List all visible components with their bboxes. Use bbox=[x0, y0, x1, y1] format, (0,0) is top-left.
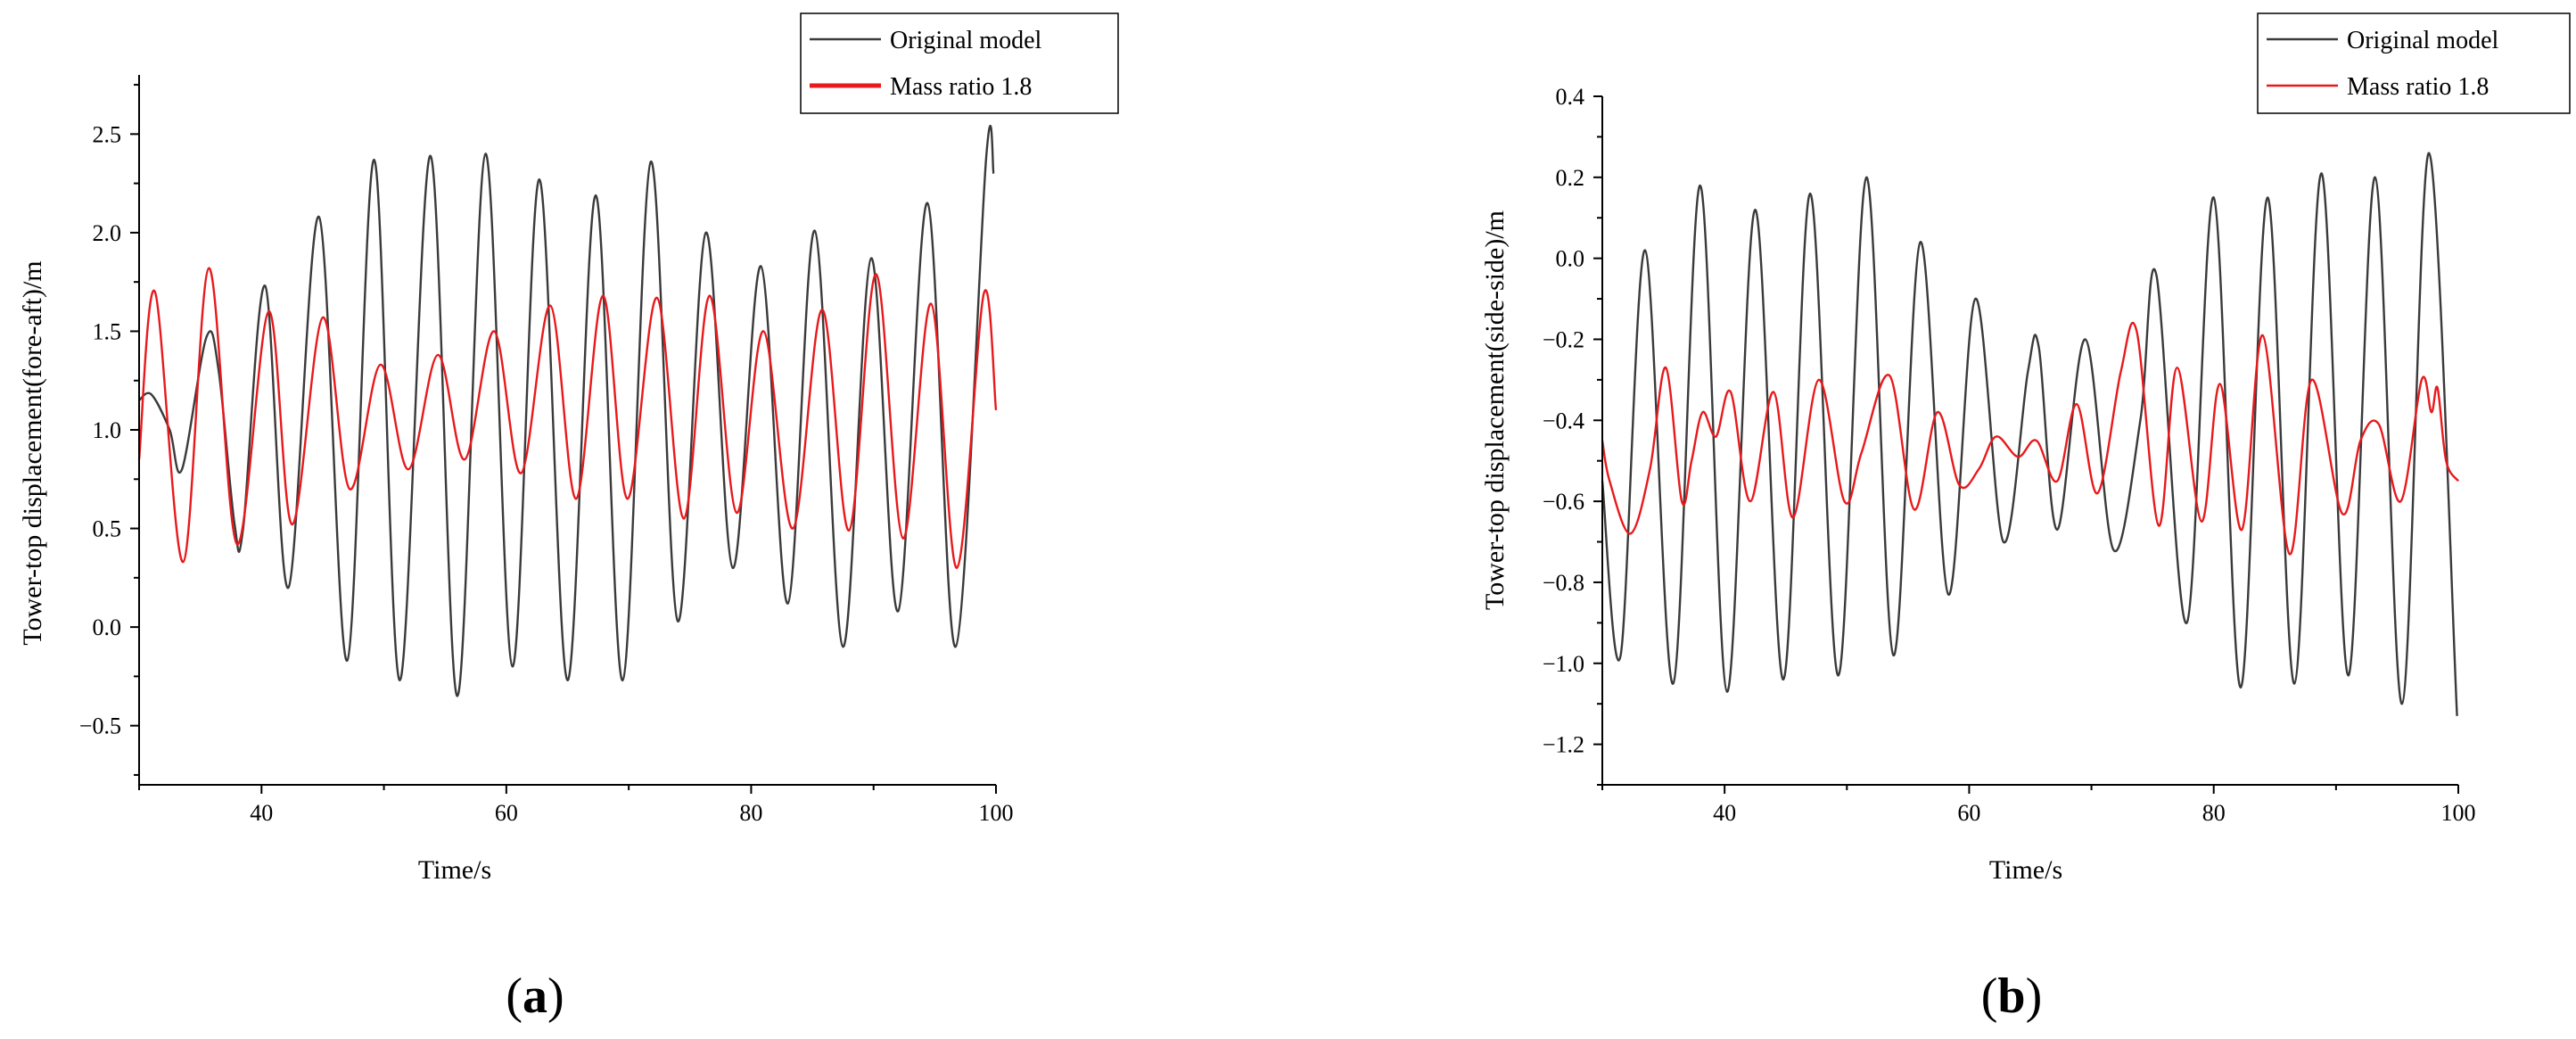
x-tick-label-b: 100 bbox=[2441, 800, 2476, 826]
plot-lines-b bbox=[1601, 152, 2460, 716]
axes-b bbox=[1601, 96, 2458, 786]
x-tick-label-b: 80 bbox=[2202, 800, 2226, 826]
series-line-b-1 bbox=[1601, 322, 2460, 556]
y-tick-label-a: 2.5 bbox=[93, 121, 122, 147]
panel-label-open-paren-b: ( bbox=[1981, 969, 1998, 1024]
legend-label-b-1: Mass ratio 1.8 bbox=[2347, 73, 2489, 101]
y-tick-label-b: −1.0 bbox=[1543, 651, 1584, 677]
y-axis-label-b: Tower-top displacement(side-side)/m bbox=[1480, 210, 1510, 610]
legend-b: Original model Mass ratio 1.8 bbox=[2257, 12, 2571, 114]
y-axis-label-a: Tower-top displacement(fore-aft)/m bbox=[18, 260, 47, 645]
x-axis-label-a: Time/s bbox=[418, 855, 491, 885]
chart-panel-a: 40 60 80 100 −0.5 0.0 0.5 1.0 1.5 2.0 2.5 Time/s T… bbox=[18, 12, 1119, 1024]
y-tick-label-b: −0.4 bbox=[1543, 408, 1584, 433]
y-tick-label-a: 1.0 bbox=[93, 417, 122, 443]
y-tick-label-b: 0.2 bbox=[1556, 165, 1585, 191]
y-tick-label-b: −1.2 bbox=[1543, 732, 1584, 758]
legend-box-b bbox=[2257, 12, 2571, 114]
panel-label-letter-a: a bbox=[523, 969, 547, 1024]
legend-label-a-1: Mass ratio 1.8 bbox=[890, 73, 1032, 101]
series-line-a-0 bbox=[138, 124, 995, 697]
ticks-b: 40 60 80 100 −1.2 −1.0 −0.8 −0.6 −0.4 −0.2 0.0 0.2 0… bbox=[1543, 84, 2476, 826]
legend-label-a-0: Original model bbox=[890, 27, 1042, 54]
y-tick-label-b: −0.6 bbox=[1543, 489, 1584, 515]
y-tick-label-b: 0.0 bbox=[1556, 246, 1585, 272]
x-tick-label-a: 80 bbox=[739, 800, 762, 826]
panel-label-a: (a) bbox=[506, 969, 564, 1024]
panel-label-open-paren-a: ( bbox=[506, 969, 523, 1024]
series-line-a-1 bbox=[137, 267, 998, 570]
panel-label-letter-b: b bbox=[1997, 969, 2025, 1024]
legend-box-a bbox=[800, 12, 1119, 114]
axes-a bbox=[138, 75, 996, 786]
x-tick-label-b: 40 bbox=[1713, 800, 1736, 826]
x-tick-label-a: 100 bbox=[979, 800, 1014, 826]
y-tick-label-a: 0.0 bbox=[93, 614, 122, 640]
y-tick-label-a: 0.5 bbox=[93, 516, 122, 542]
x-tick-label-b: 60 bbox=[1957, 800, 1980, 826]
panel-label-close-paren-b: ) bbox=[2026, 969, 2043, 1024]
legend-a: Original model Mass ratio 1.8 bbox=[800, 12, 1119, 114]
panel-label-close-paren-a: ) bbox=[547, 969, 564, 1024]
y-tick-label-a: −0.5 bbox=[79, 713, 121, 739]
ticks-a: 40 60 80 100 −0.5 0.0 0.5 1.0 1.5 2.0 2.5 bbox=[79, 84, 1014, 826]
y-tick-label-a: 2.0 bbox=[93, 220, 122, 246]
y-tick-label-a: 1.5 bbox=[93, 318, 122, 344]
y-tick-label-b: 0.4 bbox=[1556, 84, 1585, 110]
chart-panel-b: 40 60 80 100 −1.2 −1.0 −0.8 −0.6 −0.4 −0.2 0.0 0.2 0… bbox=[1480, 12, 2571, 1024]
x-axis-label-b: Time/s bbox=[1989, 855, 2062, 885]
y-tick-label-b: −0.2 bbox=[1543, 326, 1584, 352]
x-tick-label-a: 40 bbox=[250, 800, 273, 826]
series-line-b-0 bbox=[1601, 152, 2458, 716]
plot-lines-a bbox=[137, 124, 998, 697]
x-tick-label-a: 60 bbox=[495, 800, 518, 826]
legend-label-b-0: Original model bbox=[2347, 27, 2499, 54]
panel-label-b: (b) bbox=[1981, 969, 2042, 1024]
y-tick-label-b: −0.8 bbox=[1543, 570, 1584, 596]
